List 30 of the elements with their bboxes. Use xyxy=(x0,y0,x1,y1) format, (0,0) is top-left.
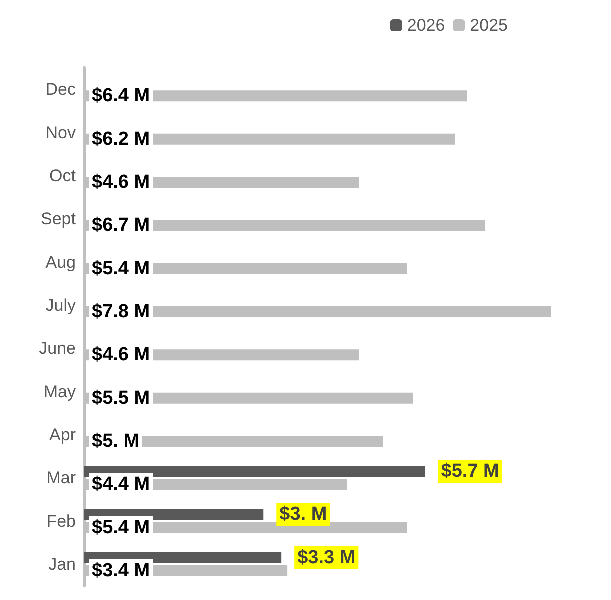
data-label: $6.2 M xyxy=(92,128,150,150)
legend-label: 2026 xyxy=(407,16,446,35)
data-label: $6.4 M xyxy=(92,86,150,107)
data-label: $3.4 M xyxy=(92,560,150,582)
y-tick-label: Dec xyxy=(46,80,76,100)
data-label: $5.5 M xyxy=(92,388,150,409)
y-tick-label: July xyxy=(46,296,76,315)
bar xyxy=(84,466,426,477)
data-label: $4.4 M xyxy=(92,474,150,496)
data-label: $3. M xyxy=(280,504,328,526)
data-label: $4.6 M xyxy=(92,172,150,194)
data-label: $4.6 M xyxy=(92,344,150,366)
y-tick-label: Nov xyxy=(46,123,76,142)
y-tick-label: Sept xyxy=(41,210,76,229)
data-label: $3.3 M xyxy=(298,547,356,568)
y-tick-label: Apr xyxy=(50,425,76,444)
data-label: $5.7 M xyxy=(441,460,500,482)
data-label: $5.4 M xyxy=(92,258,150,280)
y-tick-label: Jan xyxy=(48,554,76,574)
data-label: $6.7 M xyxy=(92,215,150,236)
y-tick-label: June xyxy=(39,339,76,358)
y-tick-label: Feb xyxy=(46,512,76,531)
data-label: $5.4 M xyxy=(92,517,150,538)
y-tick-label: May xyxy=(44,382,76,402)
data-label: $7.8 M xyxy=(92,302,150,323)
y-tick-label: Mar xyxy=(46,468,76,488)
data-label: $5. M xyxy=(92,431,140,452)
legend-label: 2025 xyxy=(470,16,508,35)
y-tick-label: Oct xyxy=(50,166,76,186)
y-tick-label: Aug xyxy=(46,252,76,272)
